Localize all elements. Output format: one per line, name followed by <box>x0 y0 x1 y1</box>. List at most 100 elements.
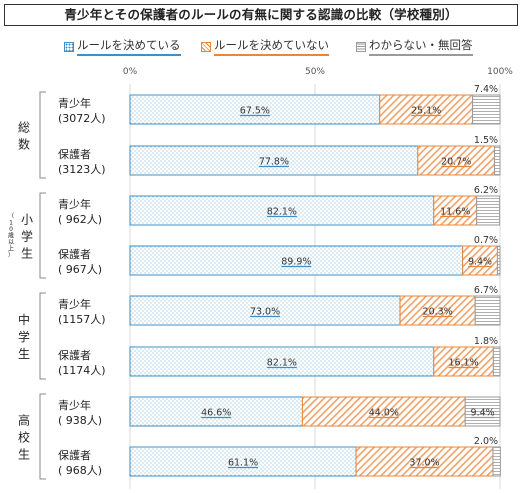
grid-layer <box>129 84 501 489</box>
bar-segment-unknown <box>476 195 501 226</box>
bar-layer <box>129 94 501 477</box>
row-respondent-label: 保護者 <box>58 448 91 462</box>
group-bracket <box>39 192 46 279</box>
bar-segment-decided <box>129 396 303 427</box>
row-respondent-label: 青少年 <box>58 96 91 110</box>
bar-segment-decided <box>129 346 435 377</box>
data-label-unknown: 6.7% <box>474 285 498 296</box>
data-label-decided: 73.0% <box>250 307 280 318</box>
x-tick-label: 50% <box>305 67 325 77</box>
row-respondent-label: 青少年 <box>58 197 91 211</box>
bar-segment-unknown <box>492 346 501 377</box>
bar-segment-decided <box>129 145 419 176</box>
data-label-decided: 61.1% <box>228 458 258 469</box>
group-label-char: 生 <box>21 247 33 261</box>
x-tick-label: 0% <box>123 67 138 77</box>
row-count-label: ( 968人) <box>58 464 102 477</box>
row-count-label: ( 938人) <box>58 414 102 427</box>
data-label-not-decided: 11.6% <box>440 207 470 218</box>
legend: ルールを決めている ルールを決めていない わからない・無回答 <box>64 37 524 57</box>
bar-segment-unknown <box>472 94 501 125</box>
group-label-char: 生 <box>18 347 30 361</box>
data-label-decided: 82.1% <box>267 358 297 369</box>
data-label-unknown: 1.8% <box>474 336 498 347</box>
legend-label-not-decided: ルールを決めていない <box>214 37 329 56</box>
group-label-char: 高 <box>18 413 30 428</box>
bar-segment-unknown <box>474 295 501 326</box>
legend-swatch-dotted-icon <box>64 41 74 52</box>
data-label-unknown: 2.0% <box>474 436 498 447</box>
group-bracket <box>39 292 46 380</box>
legend-item-decided: ルールを決めている <box>64 37 181 56</box>
data-label-not-decided: 37.0% <box>409 458 439 469</box>
row-respondent-label: 保護者 <box>58 147 91 161</box>
bar-segment-not-decided <box>433 346 494 377</box>
legend-label-unknown: わからない・無回答 <box>369 37 473 56</box>
legend-swatch-lined-icon <box>356 41 366 52</box>
data-label-unknown: 0.7% <box>474 235 498 246</box>
group-sublabel-char: ） <box>8 252 14 259</box>
legend-item-unknown: わからない・無回答 <box>356 37 473 56</box>
group-label-char: 校 <box>18 430 30 445</box>
data-label-decided: 82.1% <box>267 207 297 218</box>
row-respondent-label: 青少年 <box>58 297 91 311</box>
axis-tick-layer: 0% 50% 100% <box>123 67 513 77</box>
row-label-layer: 青少年 (3072人) 保護者 (3123人) 青少年 ( 962人) 保護者 ( 967人)… <box>58 96 106 477</box>
bar-segment-unknown <box>496 245 501 276</box>
group-label-char: 総 <box>18 121 30 135</box>
bar-segment-decided <box>129 245 464 276</box>
chart-title: 青少年とその保護者のルールの有無に関する認識の比較（学校種別） <box>4 4 518 26</box>
group-label-char: 中 <box>18 312 30 327</box>
bar-segment-not-decided <box>379 94 474 125</box>
data-label-not-decided: 25.1% <box>411 106 441 117</box>
group-label-char: 学 <box>21 229 33 244</box>
data-label-layer: 67.5% 25.1% 7.4% 77.8% 20.7%1.5% 82.1% 11.6% 6.… <box>201 84 498 469</box>
data-label-not-decided: 20.3% <box>423 307 453 318</box>
x-tick-label: 100% <box>487 67 513 77</box>
group-sublabel-char: （ <box>8 213 14 220</box>
data-label-decided: 46.6% <box>201 408 231 419</box>
group-label-char: 数 <box>18 137 30 152</box>
data-label-decided: 77.8% <box>259 157 289 168</box>
row-count-label: (1157人) <box>58 313 106 326</box>
group-sublabel-char: 以 <box>8 239 14 246</box>
data-label-unknown: 6.2% <box>474 185 498 196</box>
data-label-not-decided: 9.4% <box>468 257 492 268</box>
group-label-char: 小 <box>21 213 33 227</box>
row-respondent-label: 保護者 <box>58 348 91 362</box>
row-count-label: (1174人) <box>58 364 106 377</box>
data-label-decided: 67.5% <box>240 106 270 117</box>
data-label-not-decided: 20.7% <box>441 157 471 168</box>
legend-swatch-hatched-icon <box>201 41 211 52</box>
group-sublabel-char: 1 <box>9 220 13 227</box>
bar-segment-not-decided <box>462 245 498 276</box>
row-count-label: (3072人) <box>58 112 106 125</box>
group-label-char: 学 <box>18 329 30 344</box>
row-count-label: (3123人) <box>58 163 106 176</box>
data-label-unknown: 1.5% <box>474 135 498 146</box>
legend-item-not-decided: ルールを決めていない <box>201 37 329 56</box>
data-label-decided: 89.9% <box>281 257 311 268</box>
group-sublabel-char: 上 <box>8 245 14 253</box>
row-count-label: ( 962人) <box>58 213 102 226</box>
legend-label-decided: ルールを決めている <box>77 37 181 56</box>
bar-segment-not-decided <box>417 145 495 176</box>
bar-segment-decided <box>129 195 435 226</box>
bar-segment-unknown <box>464 396 501 427</box>
group-sublabel-char: 歳 <box>8 232 14 240</box>
group-label-char: 生 <box>18 448 30 462</box>
data-label-not-decided: 16.1% <box>448 358 478 369</box>
data-label-unknown: 9.4% <box>471 408 495 419</box>
row-count-label: ( 967人) <box>58 263 102 276</box>
data-label-not-decided: 44.0% <box>369 408 399 419</box>
bar-segment-unknown <box>492 446 501 477</box>
group-bracket <box>39 91 46 179</box>
row-respondent-label: 保護者 <box>58 247 91 261</box>
bar-segment-not-decided <box>301 396 466 427</box>
data-label-unknown: 7.4% <box>474 84 498 95</box>
group-sublabel-char: 0 <box>9 226 13 233</box>
bar-segment-unknown <box>493 145 501 176</box>
group-bracket <box>39 393 46 480</box>
